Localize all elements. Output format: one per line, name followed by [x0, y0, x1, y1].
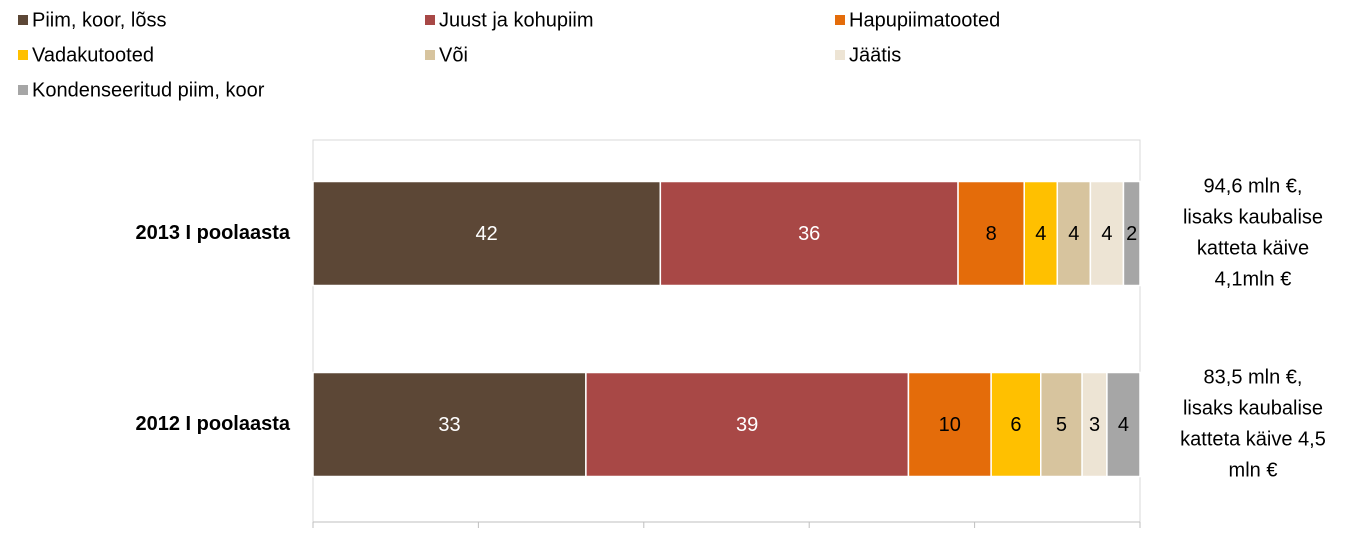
annotation: lisaks kaubalise	[1183, 206, 1323, 228]
data-label: 42	[476, 223, 498, 245]
annotation: katteta käive	[1197, 237, 1309, 259]
bar-segment	[1056, 180, 1092, 287]
bar-segment	[1122, 180, 1141, 287]
bar-segment	[1081, 371, 1108, 478]
annotation: 83,5 mln €,	[1204, 366, 1303, 388]
data-label: 39	[736, 414, 758, 436]
data-label: 8	[986, 223, 997, 245]
bar-segment	[312, 371, 587, 478]
legend-label: Jäätis	[849, 44, 901, 66]
legend-label: Juust ja kohupiim	[439, 9, 594, 31]
data-label: 6	[1010, 414, 1021, 436]
bar-segment	[312, 180, 662, 287]
data-label: 4	[1101, 223, 1112, 245]
legend-label: Hapupiimatooted	[849, 9, 1000, 31]
legend-swatch	[835, 15, 845, 25]
legend-swatch	[425, 15, 435, 25]
legend-swatch	[18, 85, 28, 95]
data-label: 5	[1056, 414, 1067, 436]
annotation: 4,1mln €	[1215, 268, 1292, 290]
legend-swatch	[18, 50, 28, 60]
bar-segment	[585, 371, 910, 478]
bar-segment	[1106, 371, 1141, 478]
data-label: 4	[1068, 223, 1079, 245]
annotation: mln €	[1229, 459, 1278, 481]
legend-swatch	[425, 50, 435, 60]
data-label: 2	[1126, 223, 1137, 245]
bar-segment	[957, 180, 1025, 287]
bar-segment	[990, 371, 1042, 478]
data-label: 3	[1089, 414, 1100, 436]
legend-label: Vadakutooted	[32, 44, 154, 66]
annotation: katteta käive 4,5	[1180, 428, 1326, 450]
category-label: 2013 I poolaasta	[135, 222, 290, 244]
legend-label: Piim, koor, lõss	[32, 9, 166, 31]
data-label: 10	[939, 414, 961, 436]
category-label: 2012 I poolaasta	[135, 413, 290, 435]
legend-label: Kondenseeritud piim, koor	[32, 79, 265, 101]
annotation: lisaks kaubalise	[1183, 397, 1323, 419]
data-label: 36	[798, 223, 820, 245]
bar-segment	[659, 180, 959, 287]
data-label: 33	[438, 414, 460, 436]
legend-swatch	[18, 15, 28, 25]
data-label: 4	[1118, 414, 1129, 436]
annotation: 94,6 mln €,	[1204, 175, 1303, 197]
legend-swatch	[835, 50, 845, 60]
legend-label: Või	[439, 44, 468, 66]
data-label: 4	[1035, 223, 1046, 245]
